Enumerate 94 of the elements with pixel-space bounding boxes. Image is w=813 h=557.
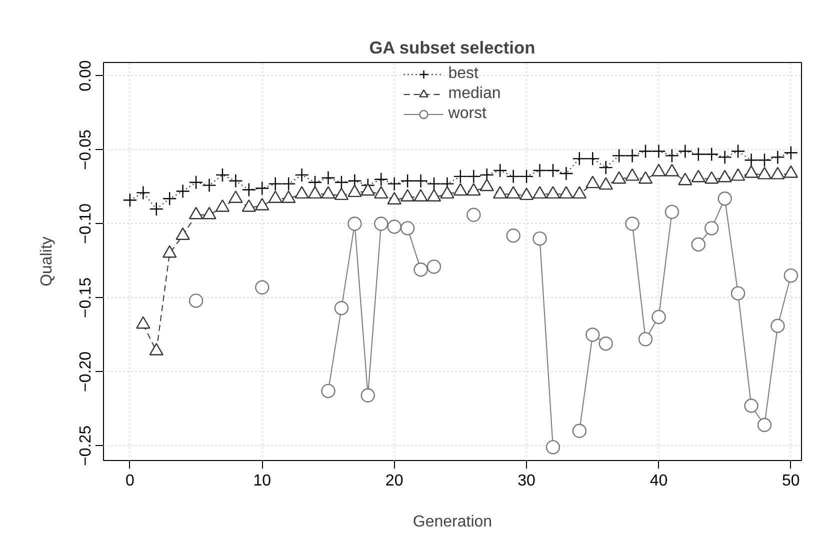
point — [638, 144, 653, 158]
x-tick-label: 10 — [253, 472, 272, 490]
legend-label: median — [448, 85, 501, 103]
point — [559, 166, 574, 181]
point — [532, 231, 547, 246]
point — [506, 169, 520, 184]
point — [348, 216, 362, 231]
chart-title: GA subset selection — [369, 38, 536, 58]
y-tick-label: −0.20 — [78, 351, 94, 392]
point — [176, 184, 190, 198]
point — [718, 192, 732, 206]
point — [321, 170, 336, 186]
point — [664, 204, 680, 220]
point — [519, 169, 534, 184]
point — [188, 175, 204, 190]
point — [770, 150, 785, 164]
point — [586, 328, 600, 342]
point — [757, 153, 772, 168]
point — [598, 336, 613, 351]
point — [188, 294, 204, 308]
point — [572, 152, 587, 166]
point — [572, 424, 587, 438]
point — [466, 169, 481, 184]
point — [704, 147, 719, 162]
point — [691, 237, 706, 252]
point — [652, 310, 666, 324]
point — [228, 174, 243, 188]
point — [718, 150, 732, 164]
point — [784, 268, 798, 283]
point — [255, 181, 270, 196]
point — [334, 175, 349, 190]
point — [730, 286, 746, 300]
point — [546, 440, 560, 454]
point — [294, 168, 309, 182]
point — [149, 202, 164, 216]
point — [638, 332, 653, 346]
point — [586, 152, 600, 166]
point — [414, 262, 428, 277]
y-tick-label: −0.10 — [78, 203, 94, 244]
point — [625, 148, 640, 163]
point — [360, 388, 375, 402]
x-axis-title: Generation — [412, 514, 492, 530]
x-tick-label: 40 — [650, 472, 668, 490]
point — [321, 384, 336, 398]
point — [215, 168, 230, 182]
point — [704, 221, 719, 236]
legend-label: best — [448, 65, 479, 83]
point — [506, 228, 520, 243]
point — [691, 147, 706, 162]
point — [414, 174, 428, 188]
point — [453, 169, 468, 184]
x-tick-label: 30 — [518, 472, 536, 490]
point — [122, 193, 138, 208]
point — [546, 163, 560, 178]
point — [598, 160, 613, 175]
x-tick-label: 20 — [385, 472, 404, 490]
y-tick-label: −0.15 — [78, 277, 94, 318]
point — [268, 176, 282, 191]
point — [492, 163, 508, 178]
point — [678, 144, 692, 158]
point — [730, 144, 746, 158]
point — [136, 186, 150, 200]
point — [664, 148, 680, 163]
point — [744, 398, 758, 413]
legend-label: worst — [448, 105, 486, 123]
point — [334, 301, 349, 316]
point — [387, 176, 402, 191]
point — [612, 148, 626, 163]
point — [625, 216, 640, 231]
point — [255, 280, 270, 294]
y-tick-label: −0.25 — [78, 425, 94, 466]
point — [162, 192, 177, 206]
y-tick-label: 0.00 — [78, 60, 94, 92]
point — [466, 208, 481, 222]
point — [400, 221, 415, 236]
point — [532, 163, 547, 178]
point — [744, 153, 758, 168]
y-tick-label: −0.05 — [78, 129, 94, 170]
point — [374, 216, 388, 231]
point — [757, 418, 772, 432]
y-axis-title: Quality — [38, 236, 56, 286]
point — [242, 182, 256, 197]
point — [426, 176, 442, 191]
point — [770, 318, 785, 333]
x-tick-label: 0 — [125, 472, 134, 490]
point — [202, 178, 216, 192]
point — [652, 144, 666, 158]
point — [400, 174, 415, 188]
point — [281, 176, 296, 191]
x-tick-label: 50 — [782, 472, 800, 490]
point — [426, 260, 442, 274]
point — [387, 220, 402, 234]
point — [374, 172, 388, 186]
point — [784, 146, 798, 160]
